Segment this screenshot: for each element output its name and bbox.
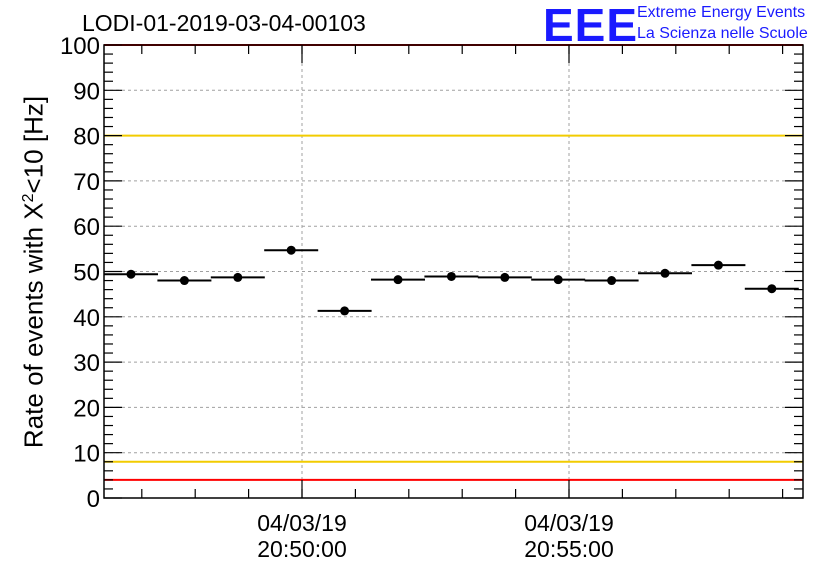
data-point [607, 276, 617, 286]
x-tick-label-date: 04/03/19 [257, 510, 347, 536]
y-axis-label-sup: 2 [19, 193, 37, 203]
y-tick-label: 10 [73, 441, 100, 468]
y-tick-label: 100 [60, 33, 100, 60]
y-tick-label: 60 [73, 214, 100, 241]
data-point [179, 276, 189, 286]
data-points [104, 245, 799, 316]
data-point [553, 275, 563, 285]
data-point [660, 268, 670, 278]
data-point [713, 260, 723, 270]
y-tick-label: 40 [73, 305, 100, 332]
data-point [340, 306, 350, 316]
y-tick-label: 0 [87, 486, 100, 513]
eee-logo: EEE [543, 0, 639, 51]
y-axis-label-prefix: Rate of events with X [18, 202, 49, 449]
grid-lines [104, 45, 803, 498]
logo-line-1: Extreme Energy Events [637, 4, 806, 21]
y-tick-label: 70 [73, 169, 100, 196]
x-tick-label-time: 20:50:00 [257, 536, 347, 562]
data-point [286, 245, 296, 255]
x-tick-label-time: 20:55:00 [524, 536, 614, 562]
y-tick-label: 90 [73, 78, 100, 105]
y-axis-label: Rate of events with X2<10 [Hz] [19, 96, 50, 448]
y-axis: 0 10 20 30 40 50 60 70 80 90 100 [60, 33, 803, 513]
y-tick-label: 80 [73, 124, 100, 151]
data-point [126, 269, 136, 279]
data-point [393, 275, 403, 285]
chart-title: LODI-01-2019-03-04-00103 [82, 10, 366, 36]
y-axis-label-suffix: <10 [Hz] [18, 95, 49, 194]
y-tick-label: 20 [73, 395, 100, 422]
reference-lines [104, 44, 803, 481]
data-point [446, 271, 456, 281]
y-tick-label: 30 [73, 350, 100, 377]
logo-caption: Extreme Energy Events La Scienza nelle S… [637, 2, 808, 44]
logo-line-2: La Scienza nelle Scuole [637, 25, 808, 42]
x-tick-label-date: 04/03/19 [524, 510, 614, 536]
data-point [233, 272, 243, 282]
data-point [500, 272, 510, 282]
y-tick-label: 50 [73, 260, 100, 287]
data-point [767, 284, 777, 294]
